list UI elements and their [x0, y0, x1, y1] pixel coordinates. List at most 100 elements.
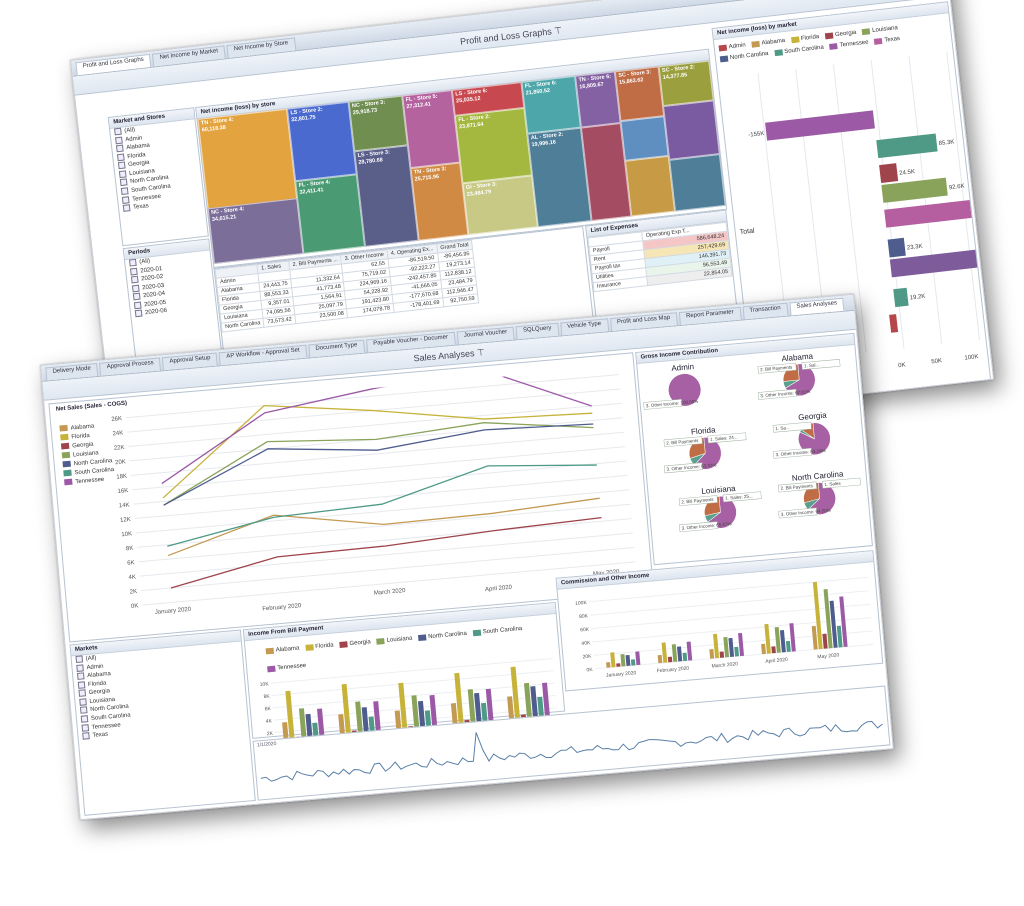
- legend-item[interactable]: Florida: [305, 642, 334, 651]
- commission-bar[interactable]: [836, 625, 843, 648]
- treemap-cell[interactable]: LS - Store 3: 28,780.68: [354, 145, 419, 247]
- treemap-cell[interactable]: TN - Store 3: 25,715.96: [410, 162, 469, 241]
- series-line-north-carolina[interactable]: [160, 420, 597, 506]
- treemap-cell[interactable]: FL - Store 2: 23,871.64: [454, 107, 533, 184]
- series-line-georgia[interactable]: [168, 517, 604, 589]
- legend-item[interactable]: Louisiana: [376, 636, 413, 645]
- market-bar[interactable]: [889, 314, 899, 333]
- treemap-cell[interactable]: LS - Store 2: 32,801.75: [286, 101, 357, 182]
- market-bar[interactable]: [876, 133, 938, 159]
- legend-item[interactable]: Tennessee: [267, 663, 307, 673]
- commission-bar[interactable]: [635, 651, 641, 666]
- treemap-cell[interactable]: TN - Store 6: 16,809.67: [575, 71, 621, 128]
- commission-bar[interactable]: [829, 600, 838, 648]
- checkbox-icon[interactable]: [79, 698, 87, 706]
- checkbox-icon[interactable]: [79, 706, 88, 715]
- pie-slice[interactable]: [667, 373, 702, 408]
- bill-bar[interactable]: [485, 688, 494, 727]
- bill-bar[interactable]: [317, 708, 325, 742]
- legend-item[interactable]: Tennessee: [829, 38, 869, 52]
- bill-bar[interactable]: [285, 690, 295, 744]
- checkbox-icon[interactable]: [76, 672, 85, 681]
- commission-bar[interactable]: [764, 623, 771, 654]
- bill-bar[interactable]: [454, 672, 465, 729]
- commission-bar[interactable]: [728, 637, 735, 657]
- bill-bar[interactable]: [523, 682, 533, 723]
- commission-bar[interactable]: [625, 654, 631, 667]
- checkbox-icon[interactable]: [121, 195, 130, 204]
- checkbox-icon[interactable]: [82, 732, 90, 740]
- checkbox-icon[interactable]: [75, 655, 84, 663]
- checkbox-icon[interactable]: [115, 144, 124, 153]
- commission-bar[interactable]: [709, 648, 715, 659]
- bill-bar[interactable]: [417, 700, 426, 733]
- commission-bar[interactable]: [676, 646, 683, 662]
- checkbox-icon[interactable]: [118, 170, 127, 179]
- checkbox-icon[interactable]: [134, 309, 143, 318]
- checkbox-icon[interactable]: [120, 187, 129, 196]
- commission-bar[interactable]: [713, 633, 720, 659]
- bill-bar[interactable]: [341, 683, 352, 739]
- checkbox-icon[interactable]: [122, 204, 131, 213]
- legend-item[interactable]: Georgia: [339, 639, 371, 648]
- market-bar[interactable]: [887, 237, 906, 258]
- legend-item[interactable]: Texas: [874, 34, 901, 47]
- commission-bar[interactable]: [811, 625, 818, 650]
- commission-bar[interactable]: [686, 641, 693, 661]
- commission-bar[interactable]: [671, 644, 678, 662]
- checkbox-icon[interactable]: [117, 161, 126, 170]
- commission-bar[interactable]: [606, 662, 611, 668]
- bill-bar[interactable]: [398, 682, 408, 734]
- checkbox-icon[interactable]: [80, 715, 89, 723]
- market-bar[interactable]: [893, 287, 909, 308]
- commission-bar[interactable]: [723, 636, 730, 658]
- commission-bar[interactable]: [823, 589, 833, 649]
- checkbox-icon[interactable]: [81, 723, 90, 732]
- market-bar[interactable]: [879, 163, 899, 183]
- bill-bar[interactable]: [298, 708, 307, 743]
- bill-bar[interactable]: [542, 682, 551, 722]
- commission-bar[interactable]: [682, 652, 688, 662]
- commission-bar[interactable]: [667, 656, 673, 663]
- legend-item[interactable]: Alabama: [265, 645, 300, 655]
- bill-bar[interactable]: [474, 692, 483, 728]
- bill-bar[interactable]: [373, 701, 382, 737]
- market-bar[interactable]: [765, 110, 875, 141]
- treemap-cell[interactable]: FL - Store 4: 32,411.41: [295, 174, 366, 254]
- filter-icon[interactable]: ⊤: [553, 25, 563, 36]
- commission-bar[interactable]: [630, 659, 636, 666]
- filter-icon[interactable]: ⊤: [476, 347, 486, 358]
- checkbox-icon[interactable]: [133, 301, 142, 310]
- bill-bar[interactable]: [530, 686, 539, 723]
- commission-bar[interactable]: [839, 596, 848, 648]
- commission-bar[interactable]: [620, 654, 626, 667]
- commission-bar[interactable]: [771, 646, 776, 654]
- bill-bar[interactable]: [429, 694, 438, 732]
- bill-bar[interactable]: [355, 701, 364, 738]
- legend-item[interactable]: North Carolina: [418, 631, 467, 642]
- checkbox-icon[interactable]: [130, 275, 139, 284]
- treemap-cell[interactable]: [620, 116, 669, 161]
- commission-bar[interactable]: [812, 581, 823, 650]
- treemap-cell[interactable]: NC - Store 4: 34,615.21: [207, 198, 304, 265]
- commission-bar[interactable]: [657, 654, 663, 664]
- commission-bar[interactable]: [789, 623, 796, 652]
- bill-bar[interactable]: [361, 707, 370, 738]
- time-range-sparkline[interactable]: [254, 687, 890, 800]
- treemap-cell[interactable]: SC - Store 3: 15,863.62: [614, 66, 665, 122]
- checkbox-icon[interactable]: [129, 267, 138, 276]
- treemap-cell[interactable]: [624, 155, 676, 217]
- legend-item[interactable]: South Carolina: [472, 626, 523, 637]
- series-line-louisiana[interactable]: [159, 413, 597, 506]
- market-bar[interactable]: [884, 200, 972, 228]
- treemap-cell[interactable]: [663, 100, 720, 160]
- checkbox-icon[interactable]: [115, 136, 123, 144]
- checkbox-icon[interactable]: [78, 689, 87, 698]
- bill-bar[interactable]: [510, 666, 521, 724]
- checkbox-icon[interactable]: [77, 681, 86, 689]
- checkbox-icon[interactable]: [131, 284, 140, 293]
- checkbox-icon[interactable]: [119, 178, 128, 187]
- checkbox-icon[interactable]: [76, 663, 84, 672]
- checkbox-icon[interactable]: [116, 153, 125, 161]
- commission-bar[interactable]: [610, 652, 616, 668]
